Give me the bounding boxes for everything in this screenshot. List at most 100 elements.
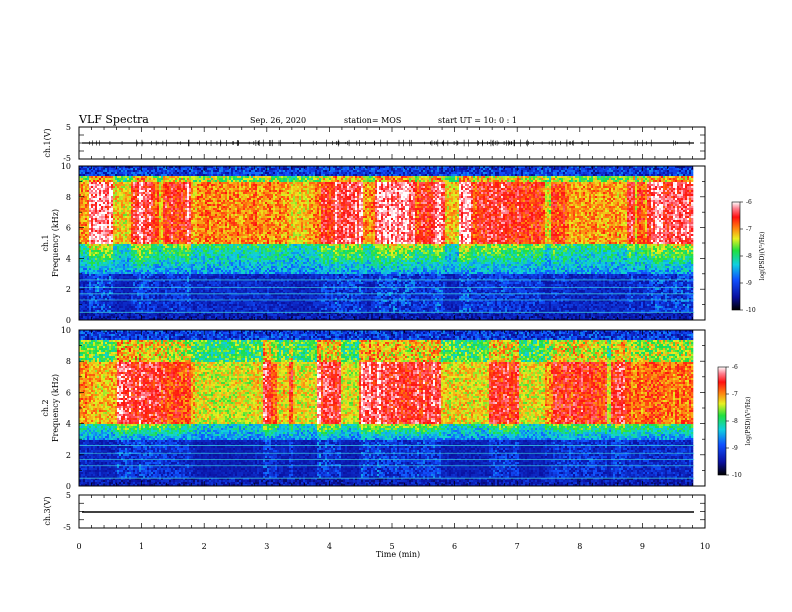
spectrogram-cell <box>131 200 133 202</box>
spectrogram-cell <box>191 224 193 226</box>
spectrogram-cell <box>137 254 139 256</box>
spectrogram-cell <box>181 274 183 276</box>
spectrogram-cell <box>83 268 85 270</box>
spectrogram-cell <box>145 218 147 220</box>
spectrogram-cell <box>97 210 99 212</box>
spectrogram-cell <box>165 184 167 186</box>
spectrogram-cell <box>195 240 197 242</box>
spectrogram-cell <box>101 178 103 180</box>
spectrogram-cell <box>161 178 163 180</box>
spectrogram-cell <box>119 238 121 240</box>
spectrogram-cell <box>125 244 127 246</box>
spectrogram-cell <box>179 202 181 204</box>
spectrogram-cell <box>119 258 121 260</box>
spectrogram-cell <box>135 252 137 254</box>
spectrogram-cell <box>169 302 171 304</box>
spectrogram-cell <box>179 264 181 266</box>
spectrogram-cell <box>169 228 171 230</box>
spectrogram-cell <box>119 208 121 210</box>
spectrogram-cell <box>177 282 179 284</box>
spectrogram-cell <box>181 284 183 286</box>
spectrogram-cell <box>123 184 125 186</box>
spectrogram-cell <box>85 186 87 188</box>
spectrogram-cell <box>197 208 199 210</box>
spectrogram-cell <box>111 306 113 308</box>
spectrogram-cell <box>161 224 163 226</box>
spectrogram-cell <box>169 242 171 244</box>
spectrogram-cell <box>125 174 127 176</box>
spectrogram-cell <box>121 186 123 188</box>
spectrogram-cell <box>177 290 179 292</box>
spectrogram-cell <box>173 304 175 306</box>
spectrogram-cell <box>181 186 183 188</box>
spectrogram-cell <box>85 188 87 190</box>
spectrogram-cell <box>157 290 159 292</box>
spectrogram-cell <box>187 246 189 248</box>
spectrogram-cell <box>163 192 165 194</box>
spectrogram-cell <box>95 222 97 224</box>
spectrogram-cell <box>191 230 193 232</box>
spectrogram-cell <box>141 284 143 286</box>
spectrogram-cell <box>141 256 143 258</box>
spectrogram-cell <box>131 250 133 252</box>
spectrogram-cell <box>177 238 179 240</box>
spectrogram-cell <box>83 190 85 192</box>
spectrogram-cell <box>171 198 173 200</box>
spectrogram-cell <box>183 190 185 192</box>
spectrogram-cell <box>91 270 93 272</box>
spectrogram-cell <box>137 208 139 210</box>
spectrogram-cell <box>111 238 113 240</box>
spectrogram-cell <box>175 246 177 248</box>
spectrogram-cell <box>119 192 121 194</box>
spectrogram-cell <box>95 208 97 210</box>
spectrogram-cell <box>159 188 161 190</box>
spectrogram-cell <box>151 256 153 258</box>
spectrogram-cell <box>105 244 107 246</box>
spectrogram-cell <box>159 244 161 246</box>
spectrogram-cell <box>165 294 167 296</box>
spectrogram-cell <box>133 202 135 204</box>
spectrogram-cell <box>129 234 131 236</box>
spectrogram-cell <box>167 178 169 180</box>
spectrogram-cell <box>161 190 163 192</box>
spectrogram-cell <box>123 182 125 184</box>
spectrogram-cell <box>117 176 119 178</box>
spectrogram-cell <box>147 294 149 296</box>
spectrogram-cell <box>193 224 195 226</box>
spectrogram-cell <box>93 290 95 292</box>
spectrogram-cell <box>143 208 145 210</box>
spectrogram-cell <box>161 236 163 238</box>
spectrogram-cell <box>157 194 159 196</box>
spectrogram-cell <box>195 274 197 276</box>
spectrogram-cell <box>165 188 167 190</box>
spectrogram-cell <box>185 176 187 178</box>
spectrogram-cell <box>103 252 105 254</box>
spectrogram-cell <box>107 282 109 284</box>
spectrogram-cell <box>175 204 177 206</box>
spectrogram-cell <box>143 284 145 286</box>
spectrogram-cell <box>187 242 189 244</box>
spectrogram-cell <box>107 230 109 232</box>
spectrogram-cell <box>105 308 107 310</box>
spectrogram-cell <box>129 242 131 244</box>
spectrogram-cell <box>167 214 169 216</box>
spectrogram-cell <box>137 194 139 196</box>
spectrogram-cell <box>197 246 199 248</box>
spectrogram-cell <box>153 212 155 214</box>
spectrogram-cell <box>179 242 181 244</box>
spectrogram-cell <box>105 290 107 292</box>
spectrogram-cell <box>127 210 129 212</box>
spectrogram-cell <box>157 172 159 174</box>
spectrogram-cell <box>177 190 179 192</box>
spectrogram-cell <box>127 272 129 274</box>
spectrogram-cell <box>185 182 187 184</box>
spectrogram-cell <box>99 256 101 258</box>
spectrogram-cell <box>93 254 95 256</box>
spectrogram-cell <box>91 288 93 290</box>
spectrogram-cell <box>121 252 123 254</box>
spectrogram-cell <box>105 314 107 316</box>
spectrogram-cell <box>173 244 175 246</box>
spectrogram-cell <box>101 234 103 236</box>
spectrogram-cell <box>193 272 195 274</box>
spectrogram-cell <box>141 268 143 270</box>
